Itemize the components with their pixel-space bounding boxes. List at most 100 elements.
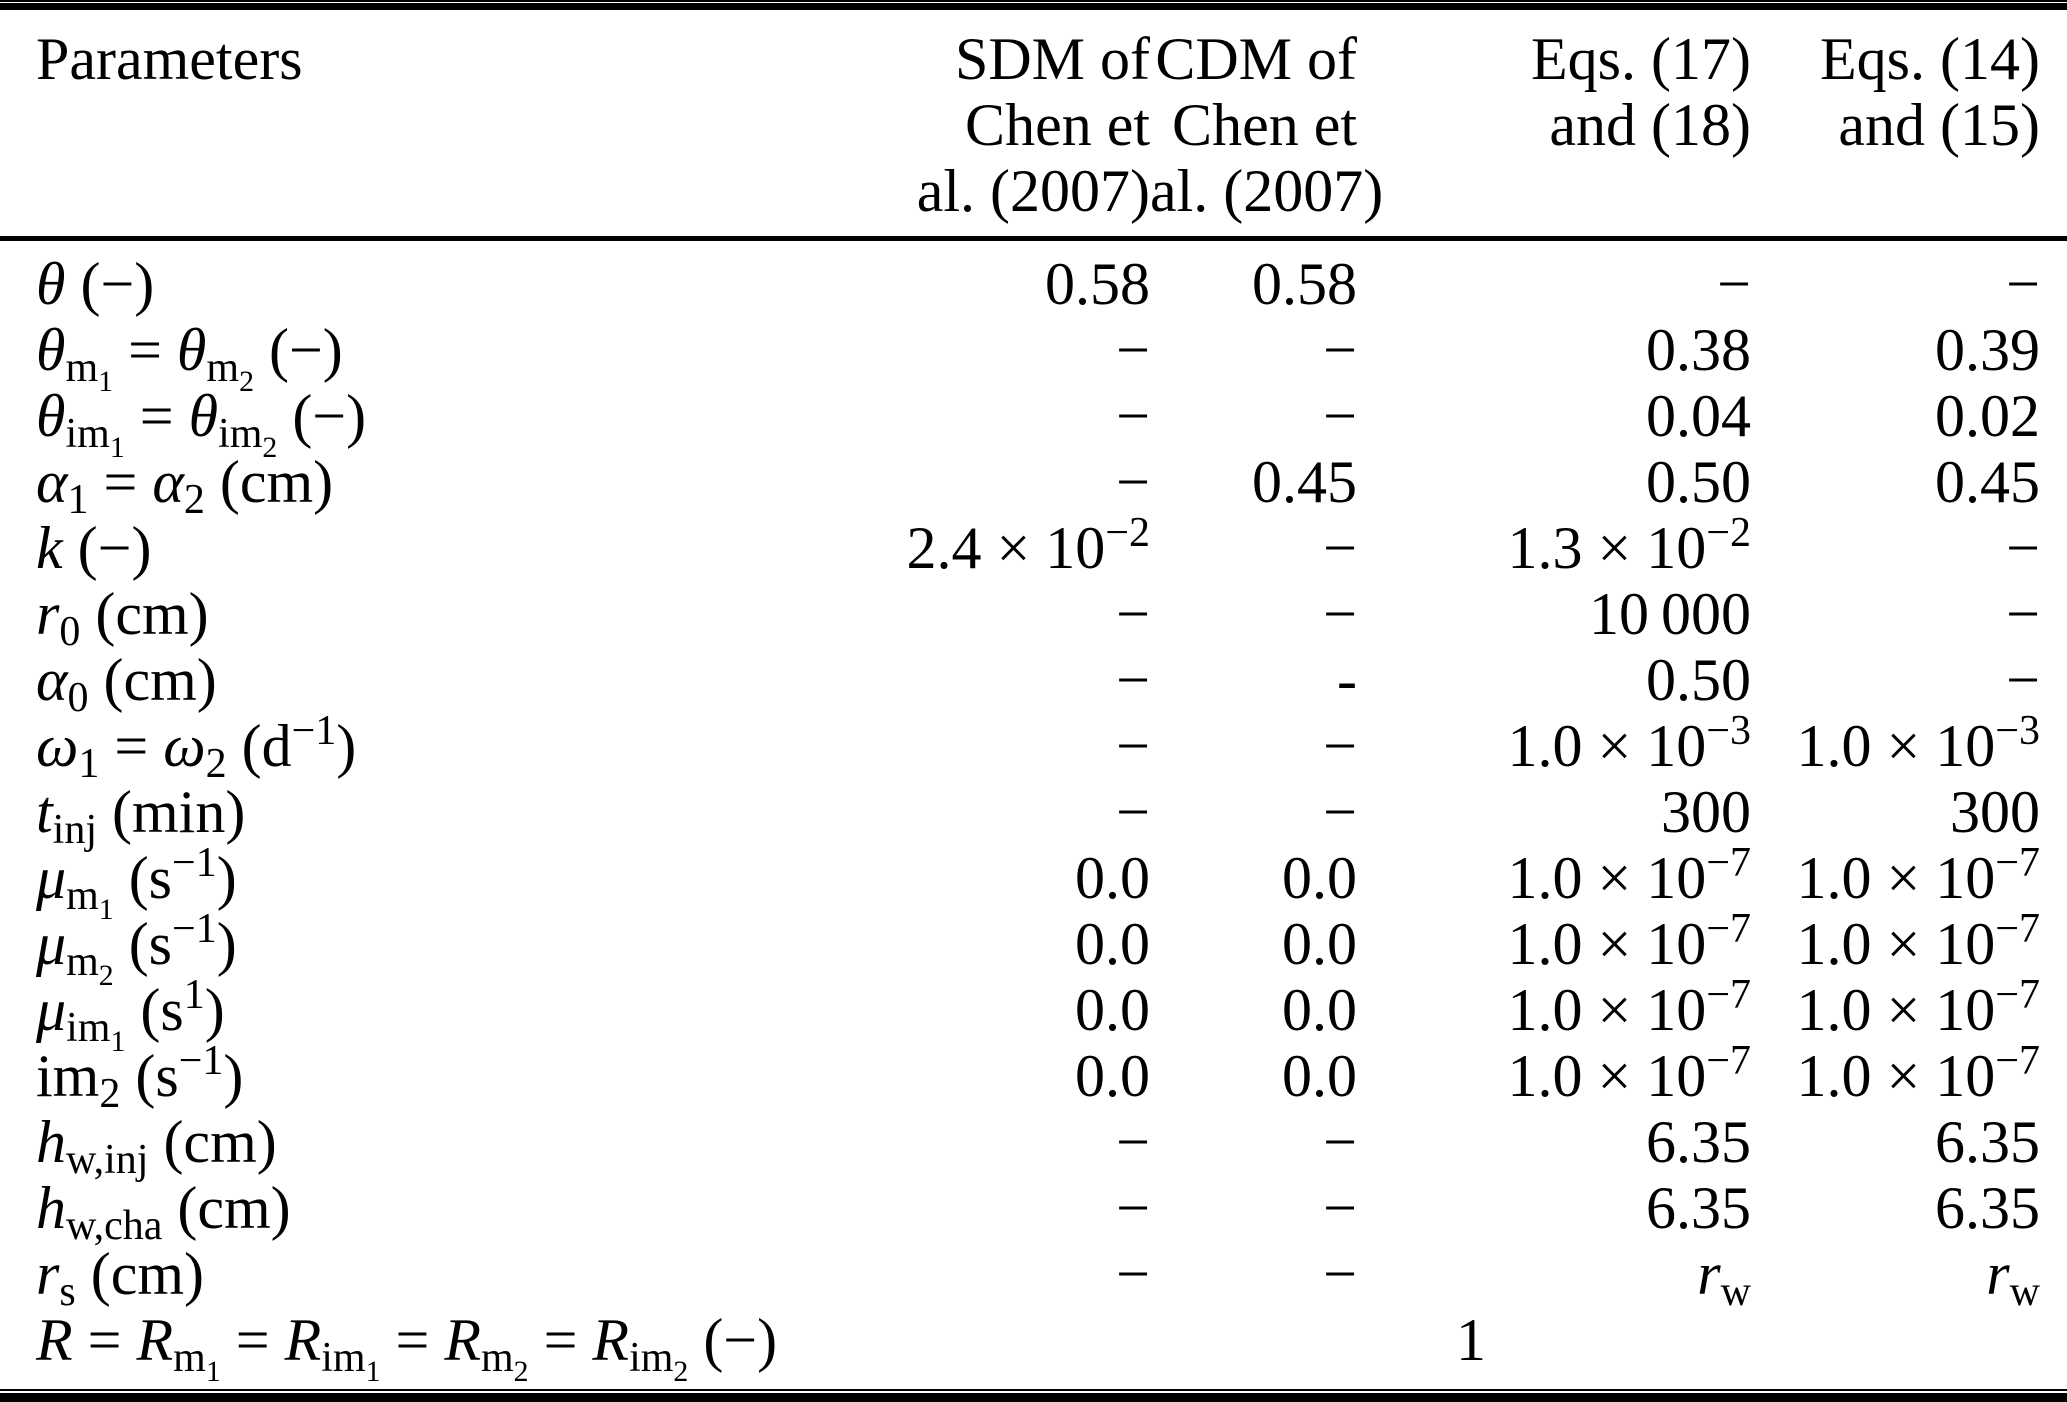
value-cell-span: 1 <box>1456 1307 1486 1373</box>
value-cell-eqs-14-15: 6.35 <box>1935 1175 2040 1241</box>
value-cell-cdm: 0.0 <box>1282 977 1357 1043</box>
table-row-hw-cha: hw,cha (cm) − − 6.35 6.35 <box>0 1175 2067 1250</box>
param-label: α0 (cm) <box>36 647 217 722</box>
value-cell-eqs-17-18: 1.0 × 10−7 <box>1507 1038 1751 1109</box>
param-label: im2 (s−1) <box>36 1038 244 1118</box>
param-label: θ (−) <box>36 251 155 317</box>
value-cell-sdm: − <box>1116 449 1150 515</box>
value-cell-eqs-17-18: 300 <box>1661 779 1751 845</box>
value-cell-cdm: − <box>1323 383 1357 449</box>
param-label: k (−) <box>36 515 152 581</box>
value-cell-eqs-17-18: − <box>1717 251 1751 317</box>
table-row-mu-m2: μm2 (s−1) 0.0 0.0 1.0 × 10−7 1.0 × 10−7 <box>0 906 2067 993</box>
bottom-rule <box>0 1393 2067 1402</box>
value-cell-eqs-17-18: 6.35 <box>1646 1109 1751 1175</box>
param-label: rs (cm) <box>36 1241 204 1316</box>
value-cell-eqs-17-18: 1.3 × 10−2 <box>1507 510 1751 581</box>
table-row-alpha-1-2: α1 = α2 (cm) − 0.45 0.50 0.45 <box>0 449 2067 524</box>
value-cell-cdm: − <box>1323 1109 1357 1175</box>
value-cell-cdm: 0.0 <box>1282 1043 1357 1109</box>
value-cell-cdm: − <box>1323 1241 1357 1307</box>
table-row-t-inj: tinj (min) − − 300 300 <box>0 779 2067 854</box>
value-cell-eqs-17-18: 1.0 × 10−7 <box>1507 972 1751 1043</box>
param-label: α1 = α2 (cm) <box>36 449 334 524</box>
value-cell-eqs-14-15: 0.39 <box>1935 317 2040 383</box>
value-cell-sdm: 0.58 <box>1045 251 1150 317</box>
param-label: μm1 (s−1) <box>36 840 237 927</box>
value-cell-sdm: 0.0 <box>1075 845 1150 911</box>
value-cell-eqs-17-18: 1.0 × 10−7 <box>1507 906 1751 977</box>
value-cell-sdm: 0.0 <box>1075 1043 1150 1109</box>
value-cell-cdm: 0.0 <box>1282 911 1357 977</box>
param-label: r0 (cm) <box>36 581 209 656</box>
value-cell-eqs-14-15: rw <box>1986 1241 2040 1316</box>
param-label: R = Rm1 = Rim1 = Rm2 = Rim2 (−) <box>36 1307 778 1389</box>
parameters-table: Parameters SDM of Chen et al. (2007) CDM o… <box>0 3 2067 1391</box>
value-cell-eqs-14-15: − <box>2006 251 2040 317</box>
value-cell-eqs-17-18: 1.0 × 10−7 <box>1507 840 1751 911</box>
value-cell-eqs-14-15: − <box>2006 515 2040 581</box>
value-cell-eqs-14-15: − <box>2006 581 2040 647</box>
value-cell-sdm: − <box>1116 647 1150 713</box>
param-label: μim1 (s1) <box>36 972 225 1059</box>
table-row-retardation: R = Rm1 = Rim1 = Rm2 = Rim2 (−) 1 <box>0 1307 2067 1390</box>
param-label: hw,inj (cm) <box>36 1109 277 1184</box>
value-cell-eqs-14-15: 1.0 × 10−7 <box>1796 840 2040 911</box>
value-cell-eqs-14-15: 6.35 <box>1935 1109 2040 1175</box>
value-cell-eqs-17-18: 0.38 <box>1646 317 1751 383</box>
value-cell-eqs-17-18: rw <box>1697 1241 1751 1316</box>
table-row-hw-inj: hw,inj (cm) − − 6.35 6.35 <box>0 1109 2067 1184</box>
value-cell-sdm: − <box>1116 1109 1150 1175</box>
value-cell-sdm: − <box>1116 713 1150 779</box>
table-row-alpha0: α0 (cm) − - 0.50 − <box>0 647 2067 722</box>
value-cell-cdm: 0.58 <box>1252 251 1357 317</box>
value-cell-cdm: − <box>1323 779 1357 845</box>
header-col-eqs-17-18: Eqs. (17) and (18) <box>1357 6 1751 241</box>
value-cell-cdm: − <box>1323 581 1357 647</box>
table-row-k: k (−) 2.4 × 10−2 − 1.3 × 10−2 − <box>0 510 2067 581</box>
value-cell-sdm: 0.0 <box>1075 911 1150 977</box>
table-header: Parameters SDM of Chen et al. (2007) CDM o… <box>0 6 2067 241</box>
value-cell-eqs-17-18: 0.04 <box>1646 383 1751 449</box>
value-cell-eqs-14-15: 1.0 × 10−7 <box>1796 1038 2040 1109</box>
header-row: Parameters SDM of Chen et al. (2007) CDM o… <box>0 6 2067 241</box>
header-col-eqs-14-15: Eqs. (14) and (15) <box>1751 6 2067 241</box>
value-cell-cdm: − <box>1323 1175 1357 1241</box>
value-cell-eqs-14-15: − <box>2006 647 2040 713</box>
value-cell-cdm: − <box>1323 515 1357 581</box>
value-cell-eqs-14-15: 0.45 <box>1935 449 2040 515</box>
value-cell-eqs-14-15: 1.0 × 10−7 <box>1796 972 2040 1043</box>
value-cell-eqs-17-18: 0.50 <box>1646 449 1751 515</box>
table-row-rs: rs (cm) − − rw rw <box>0 1241 2067 1316</box>
value-cell-eqs-17-18: 1.0 × 10−3 <box>1507 708 1751 779</box>
value-cell-sdm: − <box>1116 383 1150 449</box>
table-row-mu-m1: μm1 (s−1) 0.0 0.0 1.0 × 10−7 1.0 × 10−7 <box>0 840 2067 927</box>
value-cell-sdm: − <box>1116 581 1150 647</box>
param-label: θm1 = θm2 (−) <box>36 317 343 399</box>
value-cell-eqs-14-15: 0.02 <box>1935 383 2040 449</box>
param-label: ω1 = ω2 (d−1) <box>36 708 357 788</box>
value-cell-cdm: − <box>1323 317 1357 383</box>
value-cell-cdm: 0.0 <box>1282 845 1357 911</box>
value-cell-sdm: − <box>1116 1241 1150 1307</box>
table-row-theta-m: θm1 = θm2 (−) − − 0.38 0.39 <box>0 317 2067 399</box>
header-col-sdm: SDM of Chen et al. (2007) <box>645 6 1150 241</box>
table-row-im2: im2 (s−1) 0.0 0.0 1.0 × 10−7 1.0 × 10−7 <box>0 1038 2067 1118</box>
value-cell-cdm: 0.45 <box>1252 449 1357 515</box>
value-cell-eqs-14-15: 300 <box>1950 779 2040 845</box>
value-cell-sdm: 0.0 <box>1075 977 1150 1043</box>
table-row-theta-im: θim1 = θim2 (−) − − 0.04 0.02 <box>0 383 2067 463</box>
value-cell-sdm: − <box>1116 1175 1150 1241</box>
value-cell-cdm: − <box>1323 713 1357 779</box>
param-label: hw,cha (cm) <box>36 1175 291 1250</box>
value-cell-sdm: 2.4 × 10−2 <box>906 510 1150 581</box>
header-col-cdm: CDM of Chen et al. (2007) <box>1150 6 1383 241</box>
param-label: μm2 (s−1) <box>36 906 237 993</box>
value-cell-eqs-17-18: 0.50 <box>1646 647 1751 713</box>
table-row-mu-im1: μim1 (s1) 0.0 0.0 1.0 × 10−7 1.0 × 10−7 <box>0 972 2067 1059</box>
value-cell-eqs-14-15: 1.0 × 10−3 <box>1796 708 2040 779</box>
table-row-r0: r0 (cm) − − 10 000 − <box>0 581 2067 656</box>
param-label: tinj (min) <box>36 779 246 854</box>
table-row-theta: θ (−) 0.58 0.58 − − <box>0 239 2067 317</box>
